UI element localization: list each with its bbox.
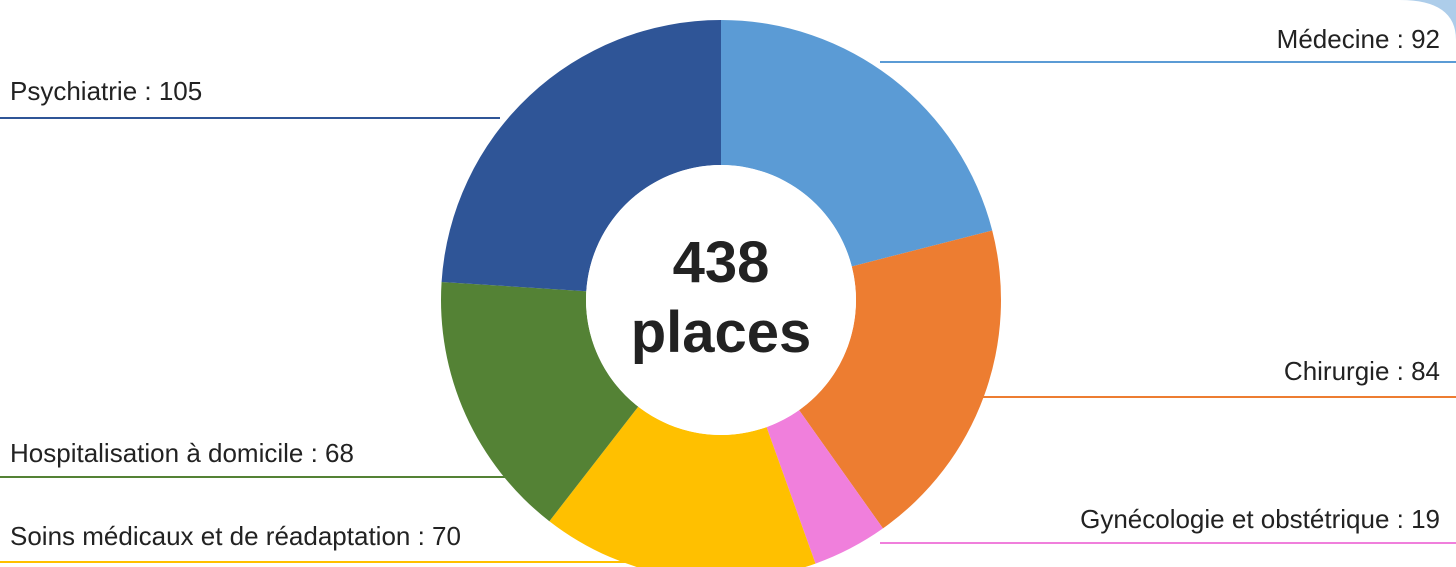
slice-label: Soins médicaux et de réadaptation : 70	[10, 521, 461, 551]
center-label: places	[631, 300, 812, 365]
slice	[441, 20, 721, 292]
slice-label: Chirurgie : 84	[1284, 356, 1440, 386]
slice	[549, 406, 816, 567]
slice-label: Hospitalisation à domicile : 68	[10, 438, 354, 468]
slice	[721, 20, 993, 267]
slice	[440, 281, 639, 522]
donut-hole	[586, 165, 856, 435]
corner-decoration	[1400, 0, 1456, 40]
slice	[799, 230, 1002, 529]
donut	[440, 20, 1002, 567]
slice-label: Psychiatrie : 105	[10, 76, 202, 106]
slice	[766, 410, 883, 564]
slice-label: Médecine : 92	[1277, 24, 1440, 54]
slice-label: Gynécologie et obstétrique : 19	[1080, 504, 1440, 534]
center-value: 438	[673, 230, 770, 295]
